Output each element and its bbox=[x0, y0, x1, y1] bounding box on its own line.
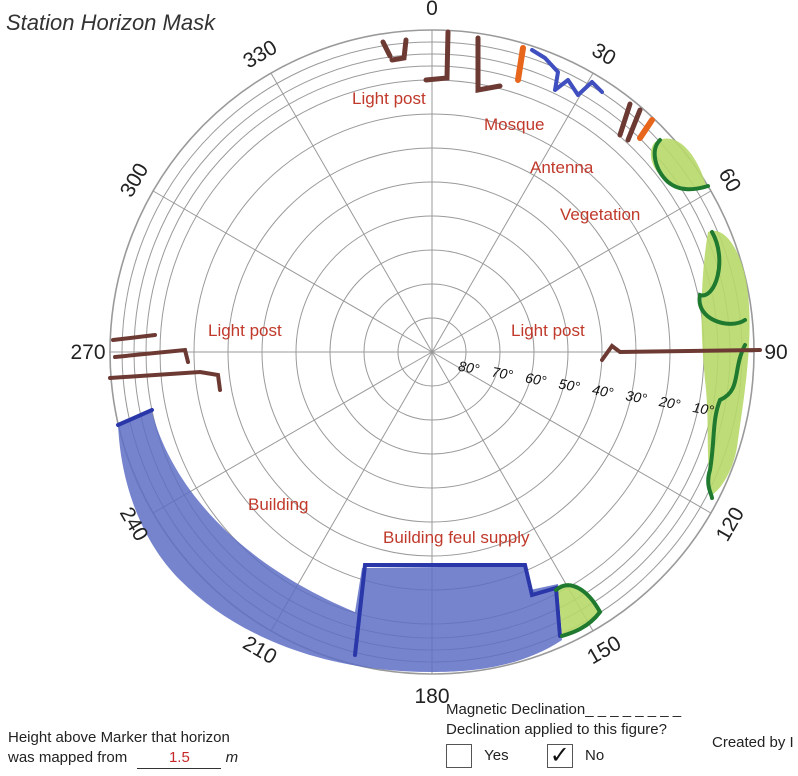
elevation-label: 70° bbox=[491, 364, 515, 384]
azimuth-spoke bbox=[270, 72, 433, 353]
label-mosque: Mosque bbox=[484, 115, 544, 134]
yes-checkbox[interactable] bbox=[446, 744, 472, 768]
building-mask-area bbox=[118, 412, 562, 672]
diagram-title: Station Horizon Mask bbox=[6, 10, 216, 35]
light-post-mask-west bbox=[108, 333, 222, 392]
height-line-1: Height above Marker that horizon bbox=[8, 729, 230, 746]
elevation-label: 60° bbox=[524, 370, 548, 390]
height-unit: m bbox=[225, 749, 239, 766]
light-post-mask-north bbox=[380, 29, 643, 143]
azimuth-label: 90 bbox=[764, 341, 787, 364]
label-light-post-north: Light post bbox=[352, 89, 426, 108]
declination-section: Magnetic Declination_ _ _ _ _ _ _ _ Decl… bbox=[446, 700, 681, 768]
azimuth-spoke bbox=[152, 351, 433, 514]
azimuth-label: 60 bbox=[714, 164, 746, 196]
azimuth-label: 180 bbox=[414, 685, 449, 708]
antenna-mask-1 bbox=[515, 45, 526, 83]
azimuth-spoke bbox=[152, 190, 433, 353]
no-label: No bbox=[585, 746, 605, 764]
azimuth-spoke bbox=[431, 351, 712, 514]
declination-applied-label: Declination applied to this figure? bbox=[446, 721, 667, 738]
height-value-field[interactable]: 1.5 bbox=[137, 748, 222, 769]
azimuth-label: 150 bbox=[583, 632, 625, 669]
height-section: Height above Marker that horizon was map… bbox=[8, 728, 238, 769]
label-building: Building bbox=[248, 495, 309, 514]
height-line-2-text: was mapped from bbox=[8, 749, 128, 766]
elevation-label: 50° bbox=[558, 375, 582, 395]
vegetation-outline-ne bbox=[652, 138, 710, 192]
azimuth-label: 120 bbox=[712, 503, 749, 545]
antenna-mask-2 bbox=[637, 117, 655, 141]
azimuth-label: 300 bbox=[116, 159, 153, 201]
declination-options: Yes ✓ No bbox=[446, 744, 681, 768]
elevation-label: 20° bbox=[657, 393, 682, 413]
label-building-fuel-supply: Building feul supply bbox=[383, 528, 530, 547]
vegetation-mask-east bbox=[701, 230, 750, 495]
no-checkbox[interactable]: ✓ bbox=[546, 744, 573, 768]
label-light-post-east: Light post bbox=[511, 321, 585, 340]
magnetic-declination-label: Magnetic Declination_ _ _ _ _ _ _ _ bbox=[446, 701, 682, 718]
label-vegetation: Vegetation bbox=[560, 205, 640, 224]
vegetation-outline-se bbox=[554, 583, 603, 638]
label-light-post-west: Light post bbox=[208, 321, 282, 340]
elevation-label: 80° bbox=[457, 358, 481, 378]
created-by: Created by I bbox=[712, 734, 794, 751]
azimuth-spoke bbox=[431, 190, 712, 353]
azimuth-label: 270 bbox=[70, 341, 105, 364]
height-line-2: was mapped from 1.5 m bbox=[8, 748, 238, 769]
building-mask-outline bbox=[116, 408, 562, 657]
light-post-mask-east bbox=[600, 343, 762, 362]
azimuth-label: 330 bbox=[239, 36, 281, 73]
vegetation-outline-east bbox=[697, 230, 747, 500]
mosque-mask-outline bbox=[530, 48, 604, 97]
azimuth-spoke bbox=[431, 72, 594, 353]
elevation-label: 30° bbox=[625, 387, 649, 407]
azimuth-label: 0 bbox=[426, 0, 438, 20]
elevation-label: 10° bbox=[691, 399, 715, 419]
elevation-label: 40° bbox=[591, 381, 615, 401]
label-antenna: Antenna bbox=[530, 158, 594, 177]
vegetation-mask-ne bbox=[650, 138, 706, 188]
yes-label: Yes bbox=[484, 746, 509, 764]
azimuth-label: 30 bbox=[588, 39, 620, 71]
